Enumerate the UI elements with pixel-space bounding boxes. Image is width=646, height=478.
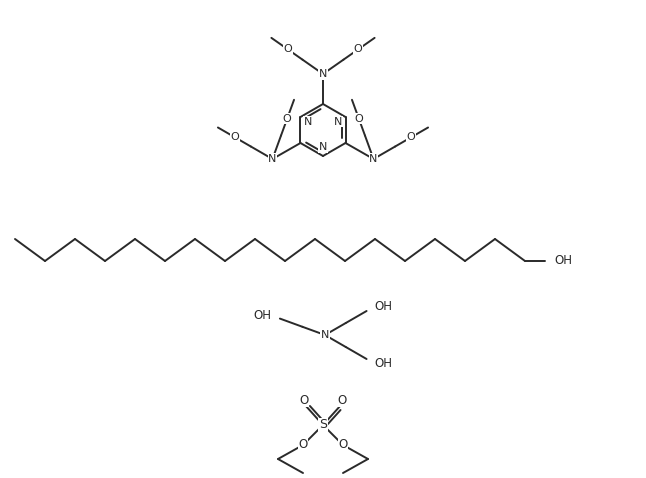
Text: O: O — [355, 114, 363, 124]
Text: N: N — [321, 330, 329, 340]
Text: O: O — [354, 44, 362, 54]
Text: N: N — [319, 69, 327, 79]
Text: N: N — [333, 117, 342, 127]
Text: O: O — [337, 393, 347, 406]
Text: O: O — [406, 132, 415, 142]
Text: O: O — [298, 438, 307, 452]
Text: N: N — [370, 154, 378, 164]
Text: N: N — [304, 117, 313, 127]
Text: OH: OH — [375, 357, 392, 370]
Text: O: O — [231, 132, 240, 142]
Text: N: N — [268, 154, 276, 164]
Text: O: O — [284, 44, 292, 54]
Text: O: O — [339, 438, 348, 452]
Text: O: O — [283, 114, 291, 124]
Text: S: S — [319, 419, 327, 432]
Text: OH: OH — [253, 309, 271, 322]
Text: OH: OH — [554, 254, 572, 268]
Text: O: O — [299, 393, 309, 406]
Text: N: N — [319, 142, 327, 152]
Text: OH: OH — [375, 300, 392, 313]
